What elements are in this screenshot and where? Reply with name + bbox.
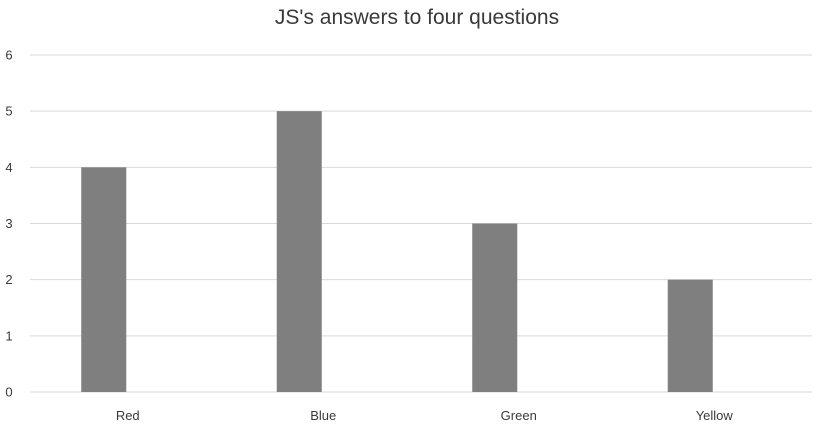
- x-axis-ticks: Red Blue Green Yellow: [116, 408, 734, 423]
- chart-title: JS's answers to four questions: [274, 6, 560, 29]
- x-tick-label-green: Green: [501, 408, 537, 423]
- y-tick-label: 2: [5, 272, 12, 287]
- y-tick-label: 1: [5, 328, 12, 343]
- x-tick-label-yellow: Yellow: [696, 408, 734, 423]
- bar-green: [472, 223, 518, 392]
- bar-yellow: [667, 279, 713, 392]
- y-tick-label: 4: [5, 160, 12, 175]
- bar-red: [81, 167, 127, 392]
- y-tick-label: 6: [5, 48, 12, 63]
- bars: [81, 111, 713, 393]
- x-tick-label-red: Red: [116, 408, 140, 423]
- y-tick-label: 0: [5, 385, 12, 400]
- y-axis-ticks: 0 1 2 3 4 5 6: [5, 48, 12, 400]
- y-tick-label: 3: [5, 216, 12, 231]
- y-tick-label: 5: [5, 104, 12, 119]
- bar-blue: [276, 111, 322, 393]
- x-tick-label-blue: Blue: [310, 408, 336, 423]
